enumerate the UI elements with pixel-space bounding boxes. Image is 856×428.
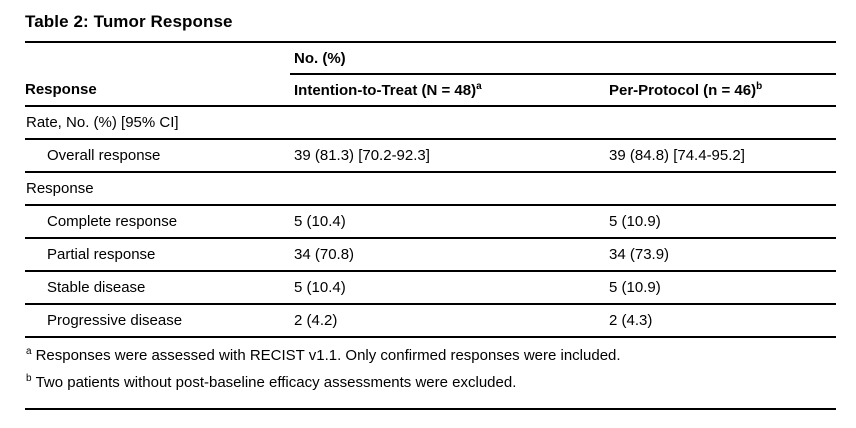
section-label: Response	[25, 172, 837, 206]
pp-value: 5 (10.9)	[605, 205, 837, 239]
pp-value: 39 (84.8) [74.4-95.2]	[605, 139, 837, 173]
pp-value: 2 (4.3)	[605, 304, 837, 338]
no-pct-spanner-header: No. (%)	[290, 43, 837, 75]
table-title: Table 2: Tumor Response	[25, 10, 836, 43]
footnote-b-text: Two patients without post-baseline effic…	[35, 374, 517, 391]
footnote-marker-b: b	[756, 80, 763, 92]
pp-value: 5 (10.9)	[605, 271, 837, 305]
column-header-row: Response Intention-to-Treat (N = 48)a Pe…	[25, 74, 837, 107]
footnote-b-marker: b	[26, 373, 32, 384]
row-label: Stable disease	[25, 271, 290, 305]
table-row: Partial response 34 (70.8) 34 (73.9)	[25, 238, 837, 272]
spanner-blank-cell	[25, 43, 290, 74]
itt-value: 34 (70.8)	[290, 238, 605, 272]
footnote-marker-a: a	[476, 80, 482, 92]
footnote-b: b Two patients without post-baseline effi…	[25, 372, 836, 399]
column-header-per-protocol: Per-Protocol (n = 46)b	[605, 74, 837, 107]
row-label: Complete response	[25, 205, 290, 239]
table-row: Progressive disease 2 (4.2) 2 (4.3)	[25, 304, 837, 338]
row-label: Progressive disease	[25, 304, 290, 338]
pp-value: 34 (73.9)	[605, 238, 837, 272]
table-row: Overall response 39 (81.3) [70.2-92.3] 3…	[25, 139, 837, 173]
footnote-a: a Responses were assessed with RECIST v1.…	[25, 345, 836, 372]
itt-value: 5 (10.4)	[290, 205, 605, 239]
column-header-intention-to-treat: Intention-to-Treat (N = 48)a	[290, 74, 605, 107]
column-header-response: Response	[25, 74, 290, 107]
table-block: Table 2: Tumor Response No. (%) Response…	[25, 10, 837, 410]
footnote-a-text: Responses were assessed with RECIST v1.1…	[35, 347, 621, 364]
footnote-a-marker: a	[26, 346, 32, 357]
itt-value: 39 (81.3) [70.2-92.3]	[290, 139, 605, 173]
section-row-response: Response	[25, 172, 837, 206]
itt-value: 5 (10.4)	[290, 271, 605, 305]
row-label: Partial response	[25, 238, 290, 272]
table-row: Complete response 5 (10.4) 5 (10.9)	[25, 205, 837, 239]
section-label: Rate, No. (%) [95% CI]	[25, 106, 837, 140]
section-row-rate: Rate, No. (%) [95% CI]	[25, 106, 837, 140]
footnotes: a Responses were assessed with RECIST v1.…	[25, 338, 836, 410]
itt-header-label: Intention-to-Treat (N = 48)	[294, 81, 477, 99]
spanner-row: No. (%)	[25, 43, 837, 75]
itt-value: 2 (4.2)	[290, 304, 605, 338]
row-label: Overall response	[25, 139, 290, 173]
table-row: Stable disease 5 (10.4) 5 (10.9)	[25, 271, 837, 305]
tumor-response-table: No. (%) Response Intention-to-Treat (N =…	[25, 43, 837, 338]
pp-header-label: Per-Protocol (n = 46)	[609, 81, 757, 99]
